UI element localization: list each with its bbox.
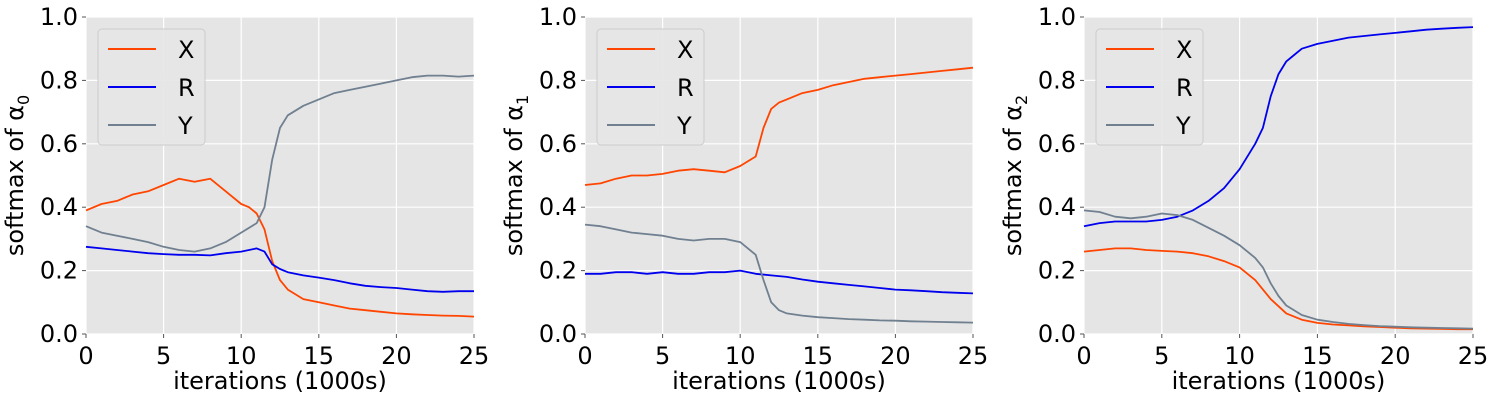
x-tick-label: 10 xyxy=(725,342,756,370)
x-axis-label: iterations (1000s) xyxy=(672,367,886,395)
legend-label-R: R xyxy=(178,74,195,102)
legend: XRY xyxy=(1095,28,1204,146)
y-tick-label: 0.4 xyxy=(1038,193,1076,221)
x-tick-label: 25 xyxy=(1458,342,1489,370)
x-tick-label: 0 xyxy=(1076,342,1091,370)
y-tick-label: 0.8 xyxy=(539,66,577,94)
x-tick-label: 10 xyxy=(226,342,257,370)
y-axis-label-subscript: 1 xyxy=(513,95,532,105)
y-tick-label: 0.8 xyxy=(1038,66,1076,94)
y-tick-label: 1.0 xyxy=(40,3,78,31)
legend: XRY xyxy=(596,28,705,146)
legend-label-R: R xyxy=(677,74,694,102)
y-tick-label: 0.2 xyxy=(1038,257,1076,285)
y-tick-label: 0.0 xyxy=(40,320,78,348)
y-axis-label-main: softmax of α xyxy=(1,105,29,256)
y-axis-label: softmax of α0 xyxy=(1,95,33,256)
series-line-R xyxy=(1083,26,1474,228)
y-tick-label: 0.0 xyxy=(1038,320,1076,348)
legend-label-Y: Y xyxy=(1175,112,1191,140)
y-tick-label: 0.6 xyxy=(539,130,577,158)
legend: XRY xyxy=(97,28,206,146)
legend-label-X: X xyxy=(677,36,693,64)
legend-label-Y: Y xyxy=(676,112,692,140)
y-axis-label-subscript: 0 xyxy=(14,95,33,105)
series-line-X xyxy=(1083,247,1473,331)
x-tick-label: 20 xyxy=(1380,342,1411,370)
y-axis-label-main: softmax of α xyxy=(500,105,528,256)
y-tick-label: 0.6 xyxy=(1038,130,1076,158)
x-tick-label: 25 xyxy=(958,342,989,370)
y-tick-label: 0.2 xyxy=(539,257,577,285)
x-tick-label: 0 xyxy=(577,342,592,370)
x-tick-label: 5 xyxy=(655,342,670,370)
y-tick-label: 0.4 xyxy=(539,193,577,221)
legend-label-X: X xyxy=(178,36,194,64)
series-line-Y xyxy=(584,223,974,324)
x-axis-label: iterations (1000s) xyxy=(1172,367,1386,395)
series-line-Y xyxy=(85,74,475,253)
legend-label-X: X xyxy=(1176,36,1192,64)
x-tick-label: 10 xyxy=(1224,342,1255,370)
chart-panel-0: 0 5 10 15 20 25 0.0 0.2 0.4 0.6 0.8 1.0 iterations (… xyxy=(1,3,489,395)
x-tick-label: 15 xyxy=(1302,342,1333,370)
series-line-X xyxy=(584,66,974,186)
y-axis-label-subscript: 2 xyxy=(1012,95,1031,105)
y-tick-label: 0.8 xyxy=(40,66,78,94)
chart-panel-1: 0 5 10 15 20 25 0.0 0.2 0.4 0.6 0.8 1.0 iterations (… xyxy=(500,3,988,395)
series-line-Y xyxy=(1083,209,1474,330)
x-axis-label: iterations (1000s) xyxy=(173,367,387,395)
x-tick-label: 20 xyxy=(880,342,911,370)
x-tick-label: 15 xyxy=(304,342,335,370)
x-tick-label: 5 xyxy=(1154,342,1169,370)
y-tick-label: 1.0 xyxy=(539,3,577,31)
x-tick-label: 0 xyxy=(78,342,93,370)
y-tick-label: 0.6 xyxy=(40,130,78,158)
legend-label-R: R xyxy=(1176,74,1193,102)
legend-label-Y: Y xyxy=(177,112,193,140)
x-tick-label: 20 xyxy=(381,342,412,370)
y-tick-label: 0.4 xyxy=(40,193,78,221)
y-axis-label: softmax of α2 xyxy=(999,95,1031,256)
x-tick-label: 15 xyxy=(803,342,834,370)
y-tick-label: 0.2 xyxy=(40,257,78,285)
y-axis-label-main: softmax of α xyxy=(999,105,1027,256)
x-tick-label: 25 xyxy=(459,342,490,370)
series-line-R xyxy=(585,269,974,295)
y-tick-label: 0.0 xyxy=(539,320,577,348)
chart-panel-2: 0 5 10 15 20 25 0.0 0.2 0.4 0.6 0.8 1.0 iterations (… xyxy=(999,3,1488,395)
x-tick-label: 5 xyxy=(156,342,171,370)
series-line-X xyxy=(85,177,475,318)
series-line-R xyxy=(85,245,474,293)
y-tick-label: 1.0 xyxy=(1038,3,1076,31)
y-axis-label: softmax of α1 xyxy=(500,95,532,256)
